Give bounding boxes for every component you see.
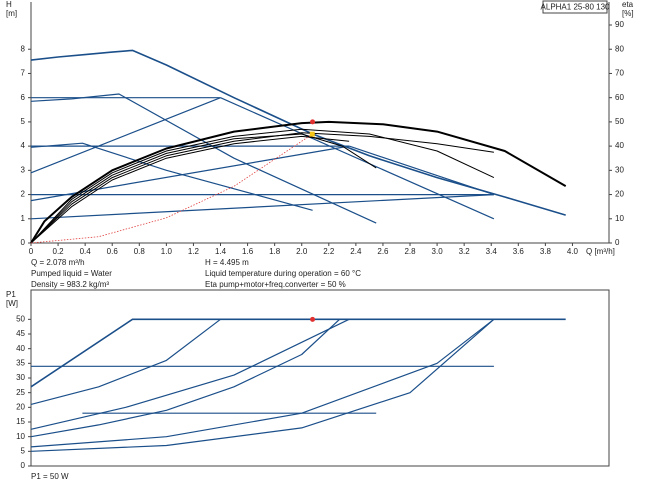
y-tick-label: 3 [21,165,26,174]
curve [348,145,495,196]
y-tick-label: 45 [16,329,25,338]
y-tick-label: 30 [16,373,25,382]
annotation: Q = 2.078 m³/h [31,258,85,267]
y2-tick-label: 0 [615,238,620,247]
x-tick-label: 2.4 [350,247,362,256]
y-tick-label: 10 [16,432,25,441]
annotation: Eta pump+motor+freq.converter = 50 % [205,280,346,289]
x-tick-label: 1.2 [188,247,200,256]
y-tick-label: 5 [21,117,26,126]
curve [30,318,341,438]
curve [30,318,566,388]
x-tick-label: 1.4 [215,247,227,256]
y-tick-label: 6 [21,93,26,102]
y-label: H [6,0,12,9]
y2-tick-label: 90 [615,20,624,29]
curve [30,128,495,244]
curve [30,318,495,452]
annotation: Density = 983.2 kg/m³ [31,280,109,289]
y2-tick-label: 70 [615,69,624,78]
x-tick-label: 1.8 [269,247,281,256]
y2-tick-label: 40 [615,141,624,150]
y-tick-label: 20 [16,402,25,411]
y2-tick-label: 10 [615,214,624,223]
y-tick-label: 40 [16,344,25,353]
curve [30,93,377,224]
x-tick-label: 2.6 [377,247,389,256]
curve [30,97,221,174]
annotation: Pumped liquid = Water [31,269,112,278]
x-tick-label: 3.2 [459,247,471,256]
x-tick-label: 4.0 [567,247,579,256]
x-tick-label: 1.6 [242,247,254,256]
y-unit: [W] [6,299,18,308]
y2-tick-label: 60 [615,93,624,102]
chart-title: ALPHA1 25-80 130 [541,3,610,12]
y2-tick-label: 80 [615,44,624,53]
y2-tick-label: 50 [615,117,624,126]
y2-unit: [%] [622,9,634,18]
x-tick-label: 1.0 [161,247,173,256]
y2-label: eta [622,0,634,9]
x-tick-label: 0 [29,247,34,256]
operating-point [310,316,316,322]
curve [30,133,377,244]
curve [220,97,495,220]
y-tick-label: 1 [21,214,26,223]
curve [30,318,350,430]
x-label: Q [m³/h] [586,247,615,256]
y2-tick-label: 20 [615,190,624,199]
x-tick-label: 3.0 [432,247,444,256]
y-label: P1 [6,290,16,299]
operating-point [310,119,316,125]
x-tick-label: 2.2 [323,247,335,256]
annotation: Liquid temperature during operation = 60… [205,269,361,278]
y-tick-label: 35 [16,358,25,367]
curve [30,142,313,211]
y-tick-label: 25 [16,388,25,397]
y-tick-label: 8 [21,44,26,53]
plot-frame [30,289,610,467]
curve [30,318,221,405]
x-tick-label: 3.6 [513,247,525,256]
title-box [542,0,608,14]
y-tick-label: 50 [16,314,25,323]
y-tick-label: 15 [16,417,25,426]
y-tick-label: 0 [21,238,26,247]
x-tick-label: 3.4 [486,247,498,256]
y-unit: [m] [6,9,17,18]
annotation: H = 4.495 m [205,258,249,267]
curve [30,194,494,220]
annotation: P1 = 50 W [31,472,69,481]
y-tick-label: 5 [21,446,26,455]
y-tick-label: 7 [21,69,26,78]
curve [30,318,495,448]
y-tick-label: 4 [21,141,26,150]
curve [30,49,566,216]
x-tick-label: 0.6 [107,247,119,256]
x-tick-label: 0.4 [80,247,92,256]
x-tick-label: 2.8 [404,247,416,256]
x-tick-label: 3.8 [540,247,552,256]
curve [30,132,494,244]
x-tick-label: 0.8 [134,247,146,256]
curve [30,135,350,244]
x-tick-label: 2.0 [296,247,308,256]
y-tick-label: 2 [21,190,26,199]
curve [30,120,567,244]
operating-point [309,131,315,137]
y2-tick-label: 30 [615,165,624,174]
y-tick-label: 0 [21,461,26,470]
x-tick-label: 0.2 [53,247,65,256]
curve [30,133,313,244]
